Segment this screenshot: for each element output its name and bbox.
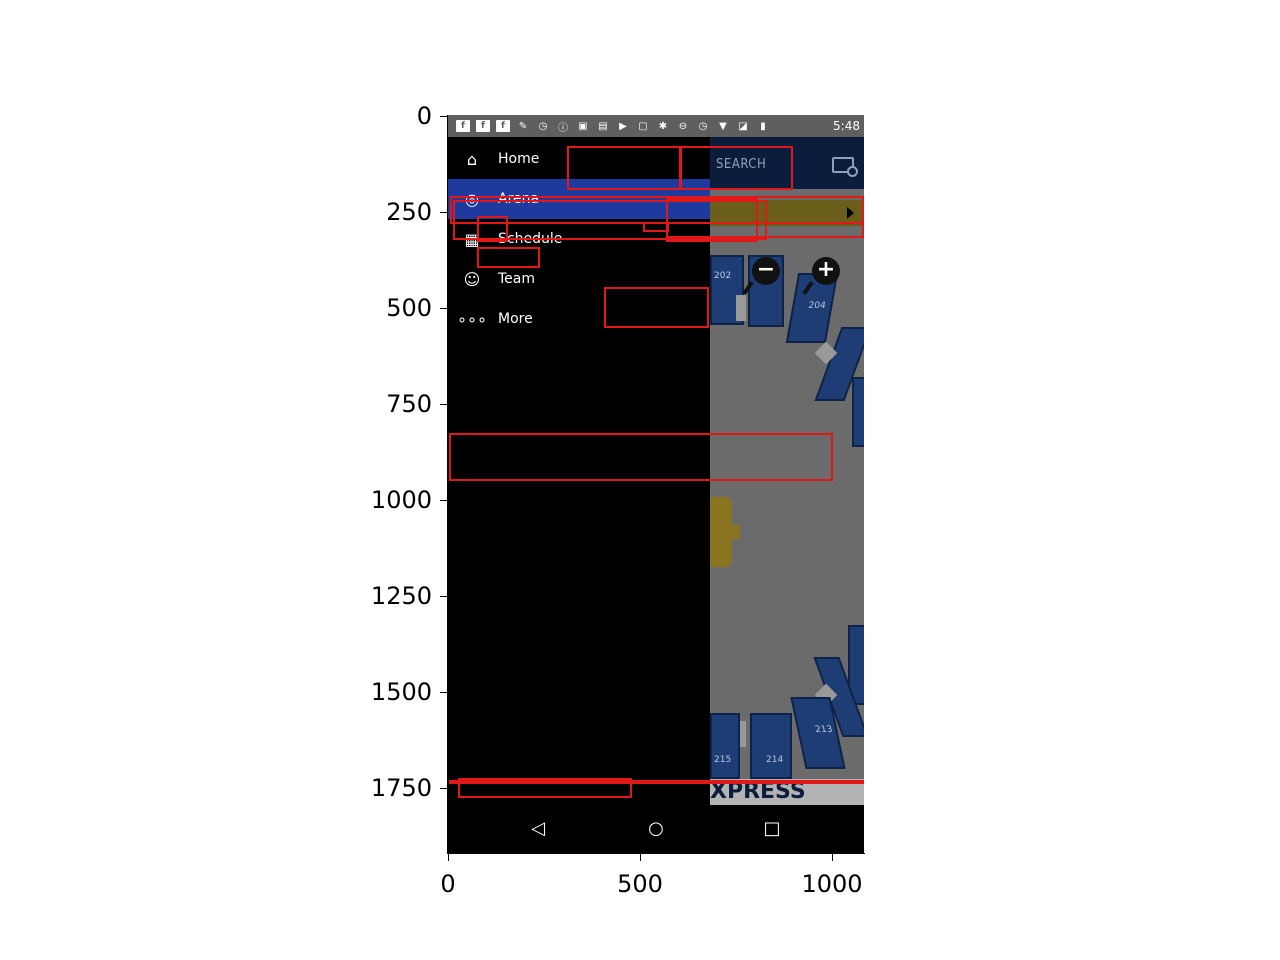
zoom-in-label: + bbox=[816, 257, 836, 282]
y-tick-mark bbox=[440, 212, 448, 213]
drawer-item-more[interactable]: ∘∘∘ More bbox=[448, 299, 710, 339]
android-icon: ▢ bbox=[638, 120, 648, 132]
facebook-icon: f bbox=[456, 120, 470, 132]
x-tick-mark bbox=[448, 853, 449, 861]
drawer-item-label: More bbox=[498, 311, 533, 327]
y-tick-mark bbox=[440, 692, 448, 693]
annotation-box bbox=[453, 200, 767, 240]
y-tick-mark bbox=[440, 308, 448, 309]
annotation-box bbox=[680, 146, 793, 190]
annotation-box bbox=[458, 778, 632, 798]
home-button[interactable]: ○ bbox=[648, 818, 664, 839]
y-tick-label: 1250 bbox=[370, 582, 432, 610]
y-tick-label: 1750 bbox=[370, 774, 432, 802]
info-icon: ⓘ bbox=[558, 122, 568, 134]
arena-icon: ◎ bbox=[465, 189, 479, 209]
stage-extension bbox=[732, 525, 740, 539]
status-bar: f f f ✎ ◷ ⓘ ▣ ▤ ▶ ▢ ✱ ⊖ ◷ ▼ ◪ ▮ 5:48 bbox=[448, 115, 864, 137]
y-tick-label: 1000 bbox=[370, 486, 432, 514]
x-tick-mark bbox=[832, 853, 833, 861]
seat-section-214[interactable]: 214 bbox=[750, 713, 792, 779]
play-arrow-icon bbox=[847, 207, 854, 219]
annotation-box bbox=[666, 198, 758, 242]
x-tick-label: 1000 bbox=[801, 870, 863, 898]
y-tick-mark bbox=[440, 596, 448, 597]
x-tick-mark bbox=[640, 853, 641, 861]
annotation-box bbox=[477, 216, 508, 242]
y-tick-label: 750 bbox=[386, 390, 432, 418]
y-tick-label: 500 bbox=[386, 294, 432, 322]
no-signal-icon: ◪ bbox=[738, 120, 748, 132]
system-nav-bar: ◁ ○ □ bbox=[448, 805, 864, 853]
app-header: SEARCH bbox=[710, 137, 864, 189]
y-tick-mark bbox=[440, 116, 448, 117]
drawer-item-label: Team bbox=[498, 271, 536, 287]
y-tick-label: 1500 bbox=[370, 678, 432, 706]
seat-section-206[interactable] bbox=[852, 377, 864, 447]
section-label: 214 bbox=[766, 755, 784, 765]
recents-button[interactable]: □ bbox=[763, 818, 781, 839]
wifi-icon: ▼ bbox=[719, 120, 727, 132]
x-tick-label: 0 bbox=[440, 870, 456, 898]
y-tick-label: 250 bbox=[386, 198, 432, 226]
minus-circle-icon: ⊖ bbox=[678, 120, 688, 132]
zoom-in-button[interactable]: + bbox=[802, 257, 840, 295]
annotation-box bbox=[666, 222, 864, 238]
section-label: 202 bbox=[714, 271, 732, 281]
bluetooth-icon: ✱ bbox=[658, 120, 668, 132]
search-button[interactable]: SEARCH bbox=[716, 157, 767, 172]
y-tick-mark bbox=[440, 500, 448, 501]
facebook-icon: f bbox=[476, 120, 490, 132]
briefcase-icon: ▶ bbox=[619, 120, 627, 132]
x-tick-label: 500 bbox=[617, 870, 663, 898]
drawer-item-label: Arena bbox=[498, 191, 540, 207]
wrench-icon: ✎ bbox=[518, 120, 528, 132]
drawer-item-label: Home bbox=[498, 151, 540, 167]
zoom-out-button[interactable]: − bbox=[742, 257, 780, 295]
section-label: 215 bbox=[714, 755, 732, 765]
seat-section-215[interactable]: 215 bbox=[710, 713, 740, 779]
zoom-out-label: − bbox=[756, 257, 776, 282]
clipboard-icon: ▤ bbox=[598, 120, 608, 132]
alarm-icon: ◷ bbox=[538, 120, 548, 132]
axis-spine-left bbox=[447, 115, 448, 854]
map-search-icon[interactable] bbox=[832, 157, 858, 177]
annotation-box bbox=[477, 247, 540, 268]
section-label: 204 bbox=[807, 301, 827, 311]
back-button[interactable]: ◁ bbox=[531, 818, 545, 839]
home-icon: ⌂ bbox=[466, 149, 478, 169]
lock-icon: ▣ bbox=[578, 120, 588, 132]
stage bbox=[710, 497, 732, 567]
annotation-box bbox=[449, 780, 864, 784]
aisle bbox=[736, 721, 746, 747]
y-tick-mark bbox=[440, 788, 448, 789]
level-selector[interactable] bbox=[710, 200, 864, 226]
y-tick-label: 0 bbox=[416, 102, 432, 130]
section-label: 213 bbox=[814, 725, 834, 735]
drawer-item-home[interactable]: ⌂ Home bbox=[448, 139, 710, 179]
annotation-box bbox=[449, 433, 833, 481]
drawer-item-team[interactable]: ☺ Team bbox=[448, 259, 710, 299]
annotation-box bbox=[643, 222, 669, 232]
y-tick-mark bbox=[440, 404, 448, 405]
battery-icon: ▮ bbox=[760, 120, 766, 132]
more-icon: ∘∘∘ bbox=[456, 309, 488, 329]
aisle bbox=[736, 295, 746, 321]
facebook-icon: f bbox=[496, 120, 510, 132]
alarm-icon: ◷ bbox=[698, 120, 708, 132]
annotation-box bbox=[604, 287, 709, 328]
annotation-box bbox=[567, 146, 681, 190]
status-time: 5:48 bbox=[833, 119, 860, 133]
team-icon: ☺ bbox=[463, 269, 481, 289]
axis-spine-bottom bbox=[447, 853, 865, 854]
